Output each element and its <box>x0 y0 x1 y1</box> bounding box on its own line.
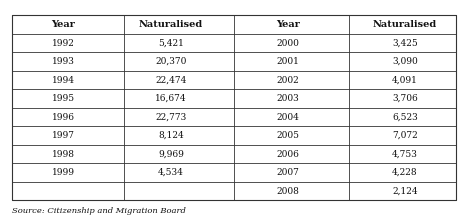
Text: 2008: 2008 <box>277 187 299 196</box>
Text: 1996: 1996 <box>51 113 75 122</box>
Text: 7,072: 7,072 <box>392 131 418 140</box>
Text: 9,969: 9,969 <box>158 150 184 159</box>
Text: 2004: 2004 <box>277 113 299 122</box>
Text: 5,421: 5,421 <box>158 39 184 48</box>
Text: Naturalised: Naturalised <box>139 20 203 29</box>
Text: 2005: 2005 <box>276 131 300 140</box>
Text: Year: Year <box>51 20 75 29</box>
Text: 22,773: 22,773 <box>155 113 186 122</box>
Text: 8,124: 8,124 <box>158 131 184 140</box>
Text: 2,124: 2,124 <box>392 187 417 196</box>
Text: 4,753: 4,753 <box>392 150 418 159</box>
Text: 1998: 1998 <box>51 150 75 159</box>
Text: 6,523: 6,523 <box>392 113 418 122</box>
Text: 4,228: 4,228 <box>392 168 417 177</box>
Text: Year: Year <box>276 20 300 29</box>
Text: 4,091: 4,091 <box>392 76 418 85</box>
Text: 2006: 2006 <box>277 150 299 159</box>
Text: Source: Citizenship and Migration Board: Source: Citizenship and Migration Board <box>12 207 186 215</box>
Text: 1995: 1995 <box>51 94 75 103</box>
Text: 2007: 2007 <box>277 168 299 177</box>
Text: 2003: 2003 <box>277 94 299 103</box>
Text: 3,090: 3,090 <box>392 57 418 66</box>
Text: 1992: 1992 <box>52 39 74 48</box>
Text: 16,674: 16,674 <box>155 94 187 103</box>
Text: 2002: 2002 <box>277 76 299 85</box>
Text: 4,534: 4,534 <box>158 168 184 177</box>
Text: 1993: 1993 <box>52 57 74 66</box>
Text: Naturalised: Naturalised <box>373 20 437 29</box>
Text: 1997: 1997 <box>51 131 75 140</box>
Text: 1999: 1999 <box>51 168 75 177</box>
Text: 2000: 2000 <box>277 39 299 48</box>
Text: 3,425: 3,425 <box>392 39 418 48</box>
Text: 22,474: 22,474 <box>155 76 187 85</box>
Text: 20,370: 20,370 <box>155 57 187 66</box>
Text: 2001: 2001 <box>277 57 299 66</box>
Text: 3,706: 3,706 <box>392 94 418 103</box>
Text: 1994: 1994 <box>51 76 75 85</box>
